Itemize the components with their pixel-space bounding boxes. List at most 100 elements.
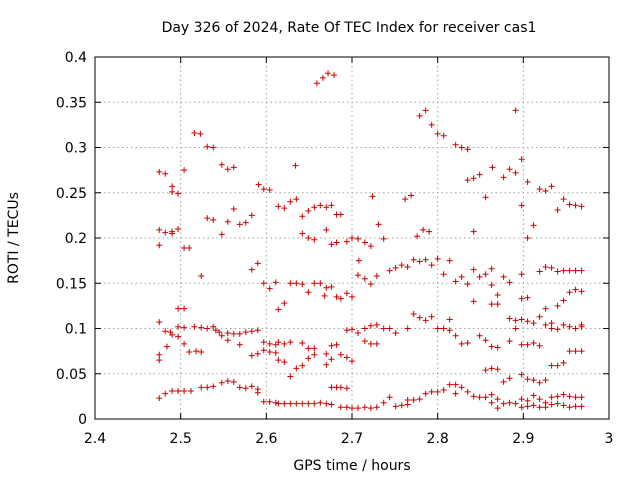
data-point — [500, 378, 507, 385]
data-point — [572, 394, 579, 401]
data-point — [428, 121, 435, 128]
data-point — [434, 255, 441, 262]
data-point — [193, 348, 200, 355]
data-point — [494, 396, 501, 403]
data-point — [198, 324, 205, 331]
data-point — [392, 330, 399, 337]
data-point — [354, 272, 361, 279]
data-point — [162, 390, 169, 397]
data-point — [488, 391, 495, 398]
data-point — [476, 273, 483, 280]
data-point — [464, 339, 471, 346]
data-point — [162, 229, 169, 236]
data-point — [204, 384, 211, 391]
data-point — [224, 218, 231, 225]
data-point — [373, 404, 380, 411]
data-point — [446, 381, 453, 388]
data-point — [446, 257, 453, 264]
data-point — [349, 293, 355, 300]
data-point — [367, 340, 374, 347]
x-tick-label: 2.9 — [512, 431, 534, 447]
data-point — [321, 292, 328, 299]
data-point — [272, 279, 279, 286]
data-point — [554, 326, 561, 333]
data-point — [260, 186, 267, 193]
data-point — [470, 393, 477, 400]
data-point — [156, 242, 163, 249]
data-point — [392, 264, 399, 271]
data-point — [191, 130, 198, 137]
data-point — [416, 314, 423, 321]
data-point — [470, 228, 477, 235]
data-point — [452, 278, 459, 285]
data-point — [299, 213, 306, 220]
data-point — [506, 338, 513, 345]
data-point — [512, 107, 519, 114]
data-point — [422, 256, 429, 263]
data-point — [204, 325, 211, 332]
data-point — [349, 235, 355, 241]
data-point — [428, 388, 435, 395]
data-point — [175, 190, 182, 197]
data-point — [204, 143, 211, 150]
data-point — [572, 267, 579, 274]
data-point — [578, 348, 585, 355]
data-point — [373, 340, 380, 347]
data-point — [181, 244, 188, 251]
data-point — [354, 405, 361, 412]
data-point — [470, 266, 477, 273]
data-point — [494, 344, 501, 351]
data-point — [299, 362, 306, 369]
data-point — [536, 342, 543, 349]
data-point — [506, 279, 513, 286]
data-point — [328, 384, 335, 391]
data-point — [349, 326, 355, 333]
data-point — [156, 357, 163, 364]
data-point — [554, 362, 561, 369]
data-point — [506, 166, 513, 173]
data-point — [548, 325, 555, 332]
data-point — [518, 202, 525, 209]
data-point — [512, 317, 519, 324]
y-tick-labels: 0 0.05 0.1 0.15 0.2 0.25 0.3 0.35 0.4 — [56, 50, 87, 428]
data-point — [175, 333, 182, 340]
data-point — [410, 396, 417, 403]
data-point — [311, 280, 318, 287]
data-point — [542, 377, 549, 384]
data-point — [299, 400, 306, 407]
data-point — [566, 289, 573, 296]
data-point — [311, 204, 318, 211]
data-point — [500, 273, 507, 280]
data-point — [260, 347, 267, 354]
data-point — [367, 281, 374, 288]
data-point — [224, 337, 231, 344]
data-point — [524, 318, 531, 325]
data-point — [367, 243, 374, 250]
data-point — [198, 384, 205, 391]
data-point — [248, 383, 255, 390]
data-point — [572, 348, 579, 355]
data-point — [305, 289, 312, 296]
data-point — [470, 298, 477, 305]
data-point — [210, 323, 217, 330]
data-point — [426, 228, 433, 235]
data-point — [328, 202, 335, 209]
data-point — [566, 404, 573, 411]
data-point — [375, 221, 382, 228]
data-point — [287, 339, 294, 346]
data-point — [323, 361, 330, 368]
data-point — [175, 305, 182, 312]
data-point — [373, 273, 380, 280]
data-point — [464, 146, 471, 153]
data-point — [255, 181, 262, 188]
data-point — [536, 313, 543, 320]
data-point — [566, 393, 573, 400]
data-point — [281, 400, 288, 407]
data-point — [542, 263, 549, 270]
data-point — [328, 241, 335, 248]
data-point — [458, 144, 465, 151]
data-point — [198, 273, 205, 280]
data-point — [293, 365, 300, 372]
data-point — [317, 399, 324, 406]
data-point — [494, 301, 501, 308]
